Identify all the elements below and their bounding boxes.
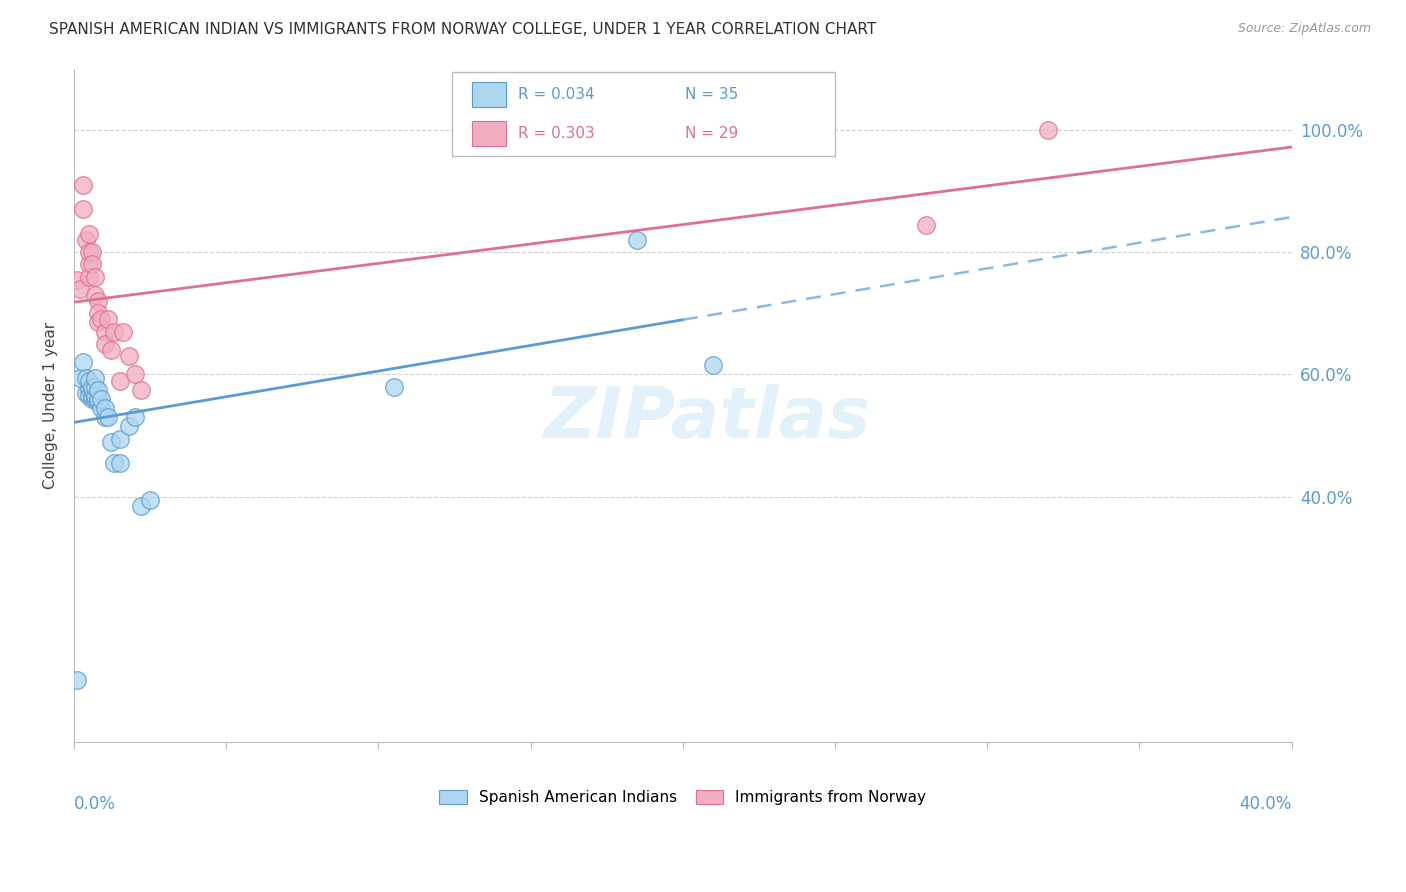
Point	[108, 456, 131, 470]
Point	[82, 245, 104, 260]
Point	[79, 227, 101, 241]
Point	[108, 432, 131, 446]
Text: 40.0%: 40.0%	[1239, 796, 1292, 814]
Point	[111, 325, 134, 339]
Point	[103, 325, 125, 339]
Point	[79, 389, 101, 403]
Point	[87, 306, 110, 320]
Point	[93, 337, 115, 351]
FancyBboxPatch shape	[451, 72, 835, 156]
Point	[84, 389, 107, 403]
Text: R = 0.303: R = 0.303	[519, 126, 595, 141]
Point	[66, 272, 89, 286]
Point	[72, 178, 94, 192]
Point	[702, 359, 724, 373]
Point	[93, 401, 115, 416]
Y-axis label: College, Under 1 year: College, Under 1 year	[44, 321, 58, 489]
Text: Source: ZipAtlas.com: Source: ZipAtlas.com	[1237, 22, 1371, 36]
FancyBboxPatch shape	[472, 120, 506, 146]
Point	[97, 410, 120, 425]
Point	[90, 401, 112, 416]
Text: R = 0.034: R = 0.034	[519, 87, 595, 102]
Point	[87, 383, 110, 397]
Point	[72, 355, 94, 369]
Legend: Spanish American Indians, Immigrants from Norway: Spanish American Indians, Immigrants fro…	[433, 784, 932, 812]
Point	[79, 269, 101, 284]
Point	[75, 385, 97, 400]
Point	[100, 434, 122, 449]
Point	[87, 392, 110, 406]
Point	[90, 312, 112, 326]
Point	[90, 392, 112, 406]
Point	[93, 325, 115, 339]
Point	[124, 410, 146, 425]
Point	[75, 233, 97, 247]
Text: N = 35: N = 35	[685, 87, 738, 102]
Point	[69, 282, 91, 296]
Point	[87, 316, 110, 330]
Point	[79, 374, 101, 388]
Point	[626, 233, 648, 247]
Point	[82, 389, 104, 403]
Point	[124, 368, 146, 382]
Point	[82, 380, 104, 394]
Point	[75, 370, 97, 384]
Point	[84, 288, 107, 302]
Point	[84, 269, 107, 284]
Point	[84, 392, 107, 406]
Point	[97, 312, 120, 326]
Point	[66, 673, 89, 688]
Text: SPANISH AMERICAN INDIAN VS IMMIGRANTS FROM NORWAY COLLEGE, UNDER 1 YEAR CORRELAT: SPANISH AMERICAN INDIAN VS IMMIGRANTS FR…	[49, 22, 876, 37]
Point	[129, 499, 152, 513]
Text: 0.0%: 0.0%	[75, 796, 115, 814]
Point	[1036, 122, 1059, 136]
Point	[69, 370, 91, 384]
Point	[72, 202, 94, 217]
Point	[82, 257, 104, 271]
FancyBboxPatch shape	[472, 82, 506, 107]
Point	[915, 218, 938, 232]
Point	[108, 374, 131, 388]
Point	[118, 349, 141, 363]
Point	[139, 492, 162, 507]
Point	[82, 392, 104, 406]
Point	[84, 380, 107, 394]
Point	[87, 293, 110, 308]
Point	[129, 383, 152, 397]
Point	[79, 383, 101, 397]
Point	[100, 343, 122, 357]
Point	[382, 380, 405, 394]
Point	[84, 370, 107, 384]
Point	[103, 456, 125, 470]
Point	[93, 410, 115, 425]
Point	[79, 257, 101, 271]
Text: ZIPatlas: ZIPatlas	[544, 384, 870, 453]
Point	[82, 383, 104, 397]
Text: N = 29: N = 29	[685, 126, 738, 141]
Point	[79, 245, 101, 260]
Point	[87, 395, 110, 409]
Point	[118, 419, 141, 434]
